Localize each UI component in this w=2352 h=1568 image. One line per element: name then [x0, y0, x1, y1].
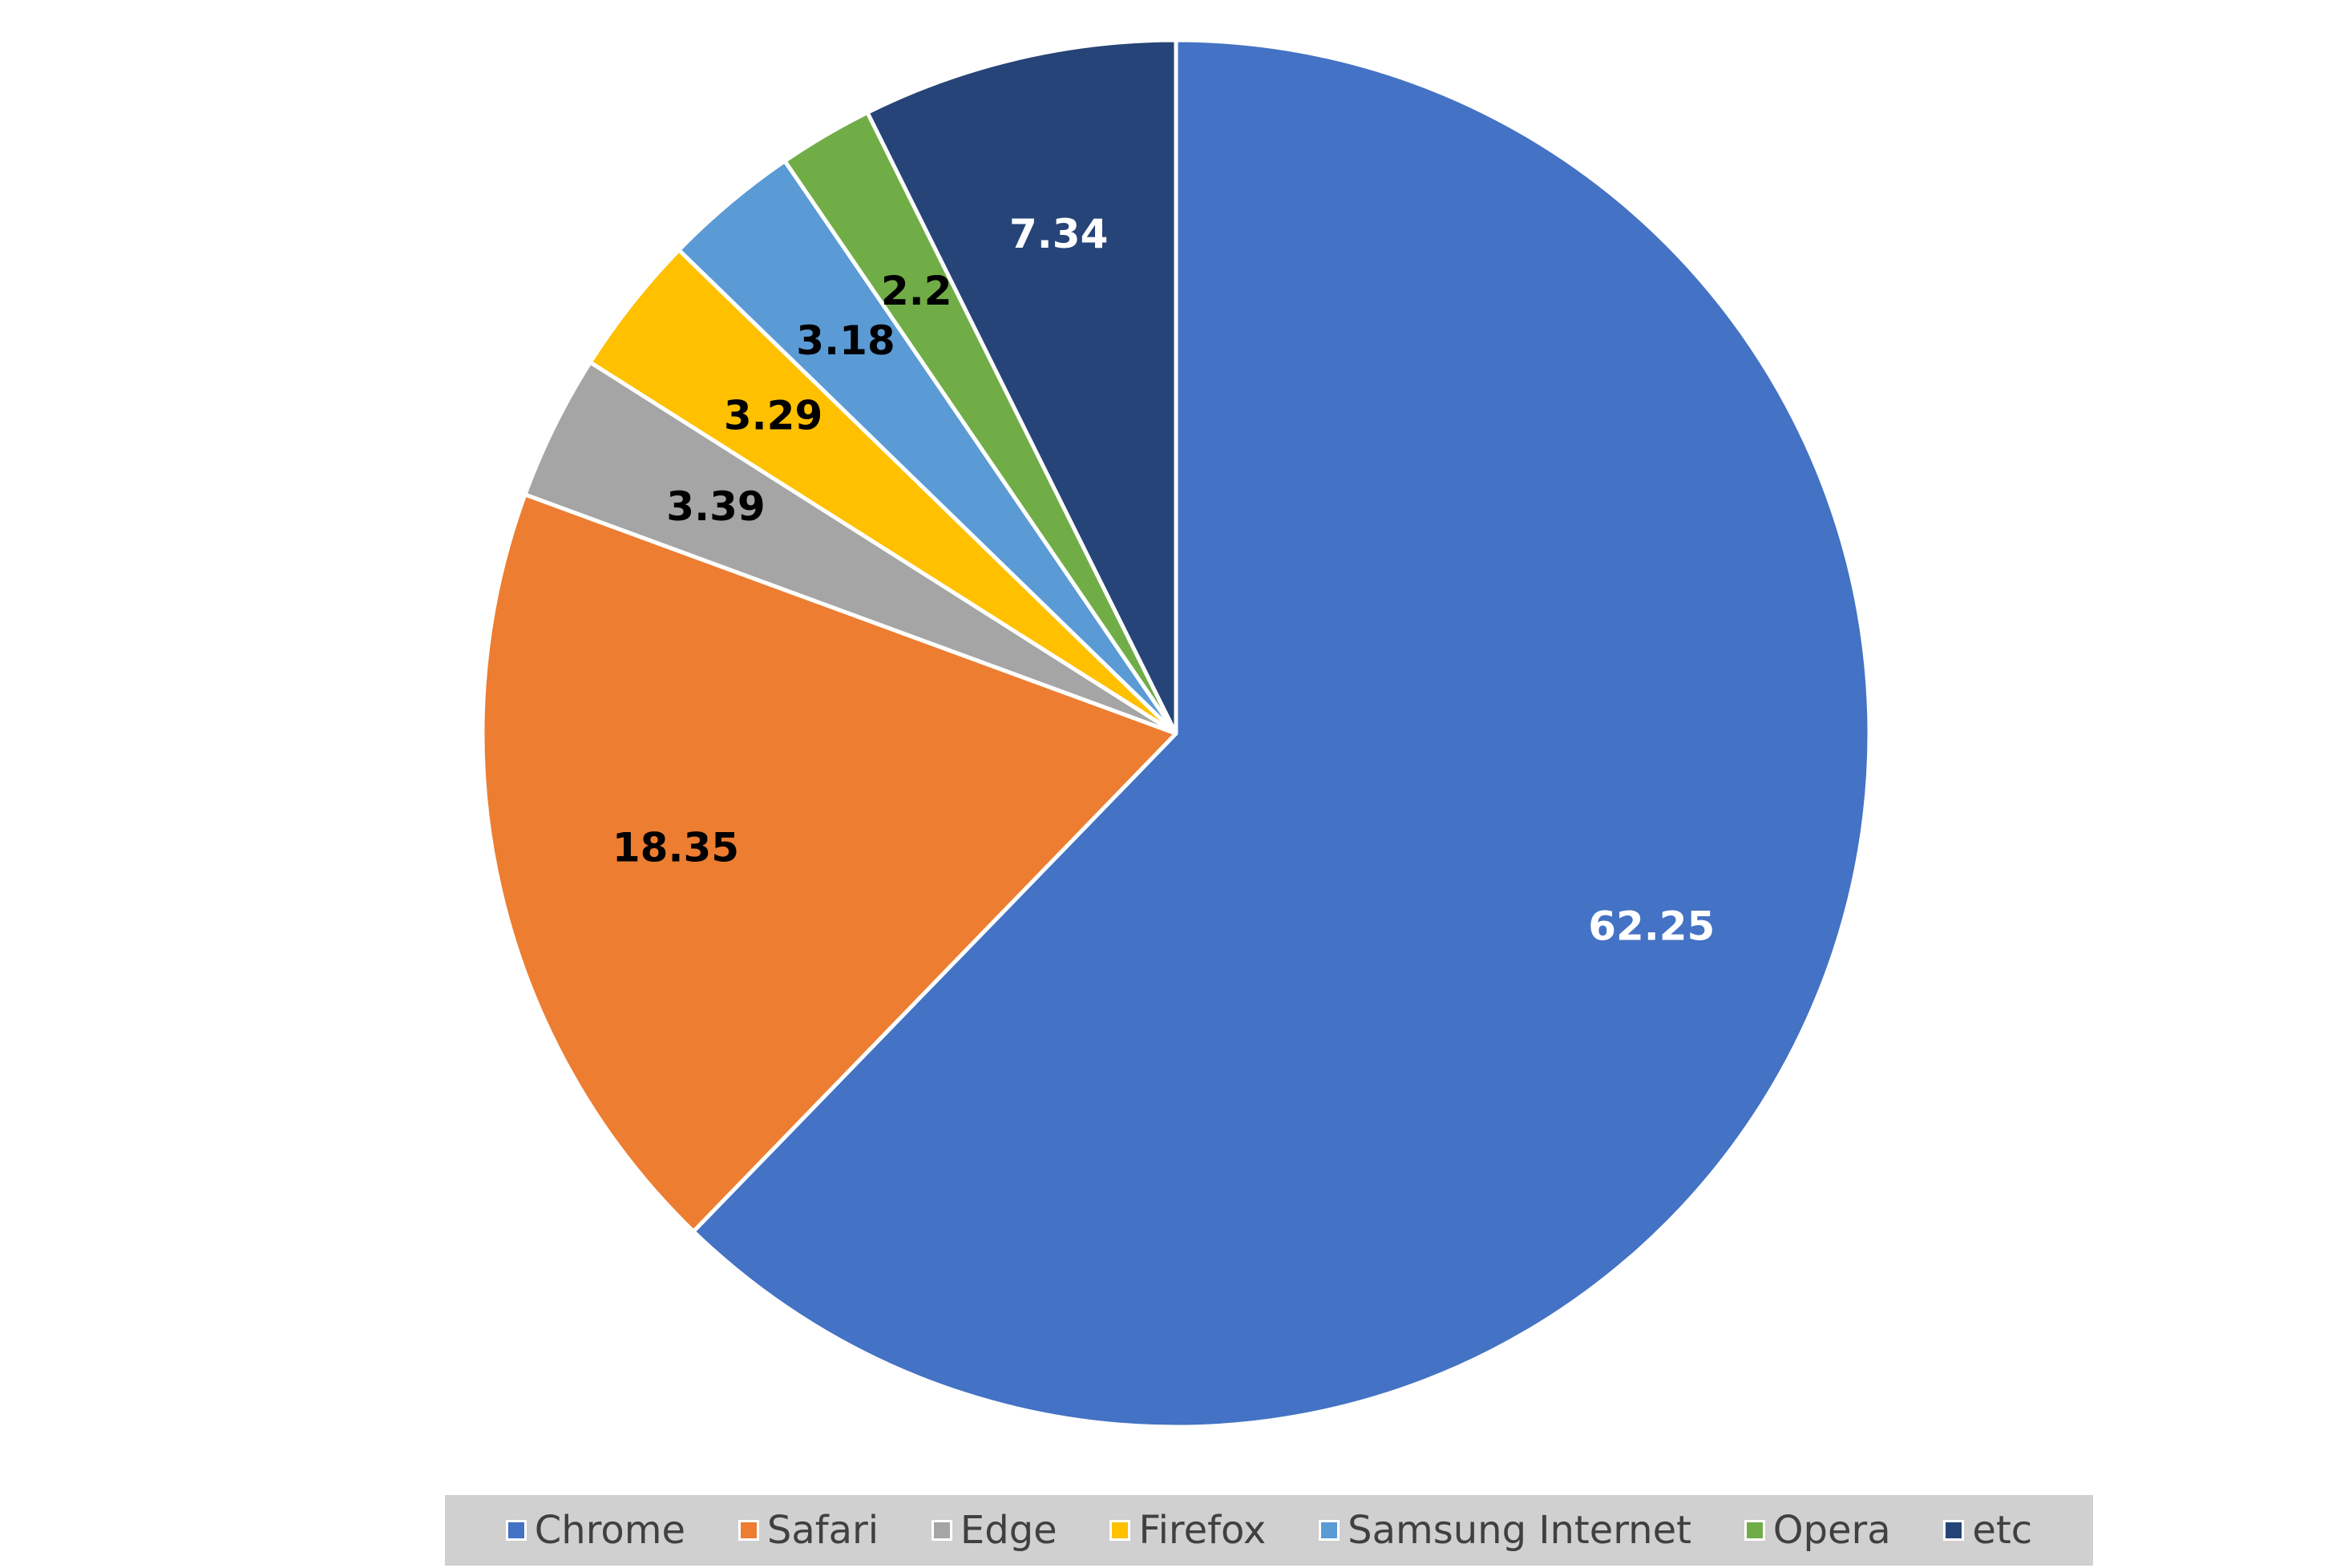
pie-slices [480, 38, 1872, 1429]
legend-swatch-chrome [505, 1520, 527, 1541]
legend-item-opera: Opera [1744, 1508, 1891, 1553]
legend-label-opera: Opera [1772, 1508, 1891, 1553]
legend-label-chrome: Chrome [534, 1508, 686, 1553]
legend-item-etc: etc [1943, 1508, 2032, 1553]
data-label-firefox: 3.29 [724, 392, 822, 438]
legend-item-firefox: Firefox [1109, 1508, 1266, 1553]
data-label-edge: 3.39 [666, 483, 765, 530]
data-label-safari: 18.35 [612, 825, 739, 871]
legend-label-edge: Edge [960, 1508, 1057, 1553]
legend-item-edge: Edge [931, 1508, 1057, 1553]
pie-slice-etc [865, 38, 1178, 736]
pie-slice-safari [480, 492, 1178, 1234]
legend-label-safari: Safari [766, 1508, 879, 1553]
data-label-chrome: 62.25 [1588, 903, 1715, 949]
legend-label-firefox: Firefox [1138, 1508, 1267, 1553]
legend-item-samsung-internet: Samsung Internet [1319, 1508, 1691, 1553]
legend-label-etc: etc [1972, 1508, 2033, 1553]
legend-swatch-samsung-internet [1319, 1520, 1340, 1541]
pie-data-labels: 62.25 18.35 3.39 3.29 3.182.2 7.34 [612, 211, 1715, 949]
legend-item-safari: Safari [738, 1508, 879, 1553]
legend-swatch-safari [738, 1520, 759, 1541]
pie-slice-chrome [691, 38, 1872, 1429]
data-label-etc: 7.34 [1009, 211, 1108, 257]
legend-label-samsung-internet: Samsung Internet [1348, 1508, 1691, 1553]
chart-legend: Chrome Safari Edge Firefox Samsung Internet O… [445, 1495, 2093, 1566]
data-label-samsung-internet: 3.18 [796, 317, 895, 364]
legend-swatch-opera [1744, 1520, 1765, 1541]
data-label-opera: 2.2 [881, 268, 952, 314]
legend-item-chrome: Chrome [505, 1508, 686, 1553]
legend-swatch-firefox [1109, 1520, 1131, 1541]
legend-swatch-etc [1943, 1520, 1965, 1541]
legend-swatch-edge [931, 1520, 952, 1541]
